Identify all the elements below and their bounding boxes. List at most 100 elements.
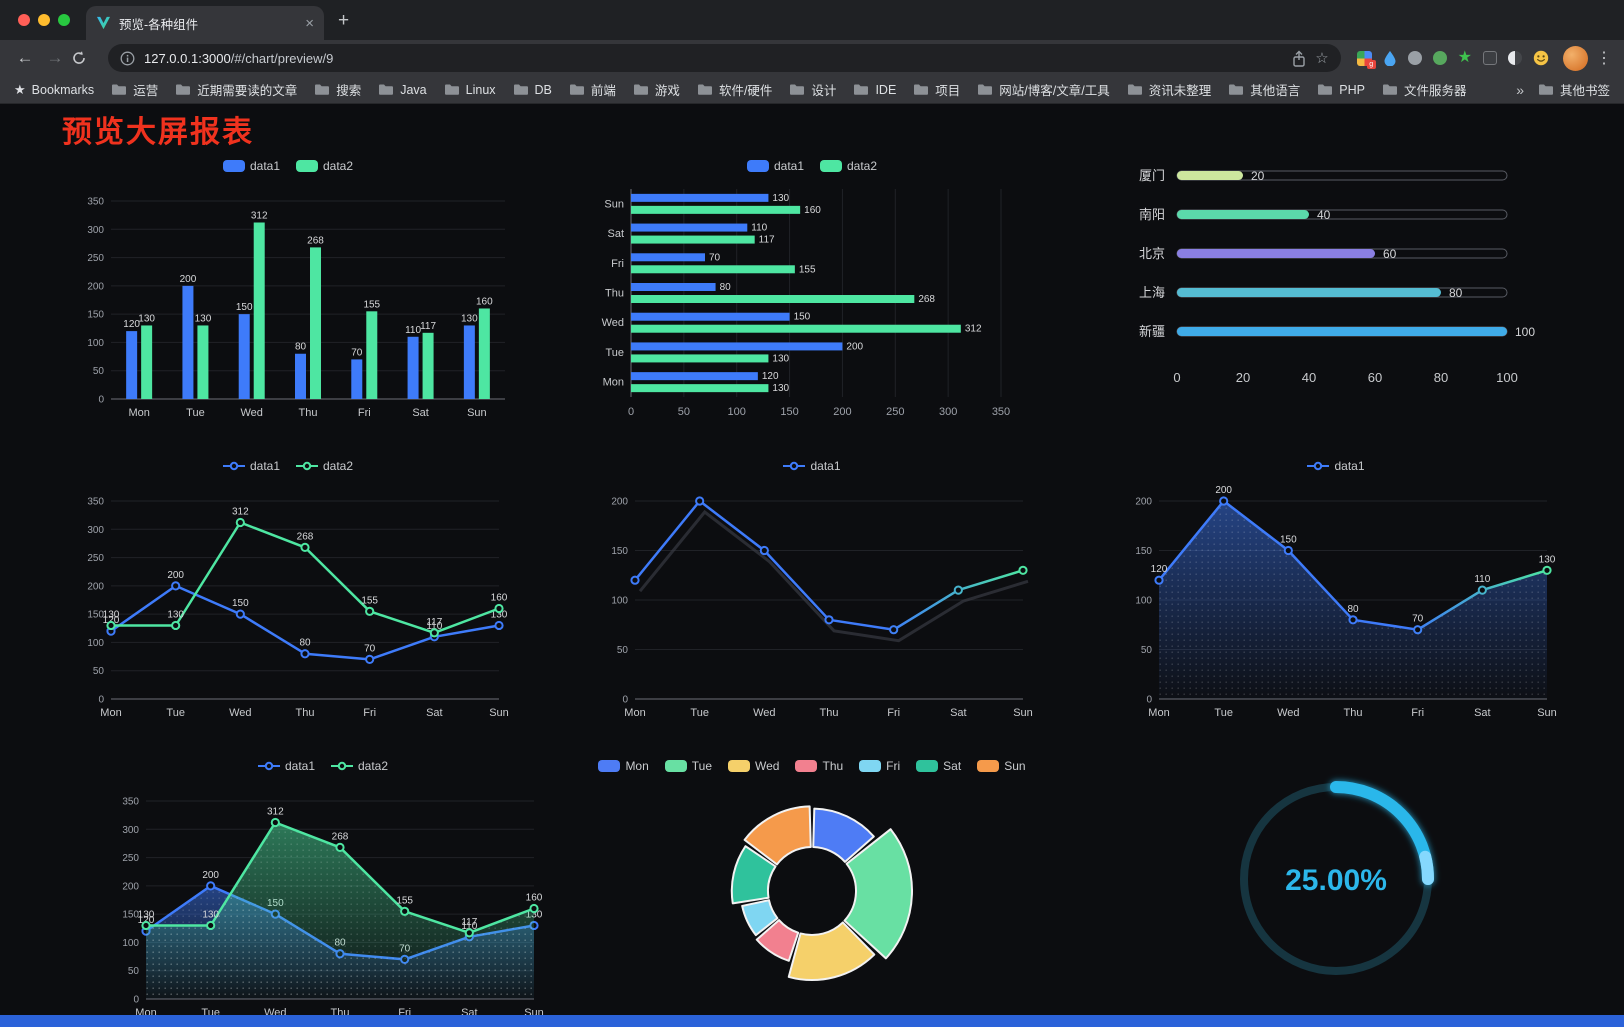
svg-text:312: 312 — [965, 324, 982, 335]
legend-item-data2[interactable]: data2 — [296, 459, 353, 473]
bookmark-folder-前端[interactable]: 前端 — [569, 80, 616, 99]
browser-tab[interactable]: 预览-各种组件 × — [86, 6, 324, 40]
legend-swatch-icon — [746, 160, 769, 172]
legend-item-Tue[interactable]: Tue — [664, 759, 712, 773]
chart-rose-pie: Mon Tue Wed Thu Fri Sat Sun — [598, 757, 1026, 1002]
bookmark-folder-网站/博客/文章/工具[interactable]: 网站/博客/文章/工具 — [977, 80, 1110, 99]
legend-label: data1 — [810, 459, 841, 473]
legend-item-data1[interactable]: data1 — [783, 459, 841, 473]
bookmarks-manager-item[interactable]: ★ Bookmarks — [14, 82, 94, 98]
legend-item-data2[interactable]: data2 — [820, 159, 877, 173]
bookmark-folder-资讯未整理[interactable]: 资讯未整理 — [1127, 80, 1211, 99]
other-bookmarks-label: 其他书签 — [1559, 84, 1610, 98]
svg-text:130: 130 — [526, 909, 543, 920]
extension-globe-icon[interactable] — [1407, 51, 1422, 65]
extension-star-icon[interactable]: ★ — [1457, 49, 1472, 66]
svg-text:200: 200 — [611, 497, 628, 508]
legend-item-Wed[interactable]: Wed — [728, 759, 779, 773]
bookmark-folder-IDE[interactable]: IDE — [853, 83, 896, 97]
legend-item-data2[interactable]: data2 — [331, 759, 388, 773]
emoji-extension-icon[interactable] — [1533, 50, 1549, 66]
legend-swatch-icon — [820, 160, 842, 172]
svg-text:100: 100 — [87, 338, 104, 349]
page-title: 预览大屏报表 — [62, 116, 254, 149]
svg-text:Sat: Sat — [412, 407, 429, 419]
chart-double-area-line: data1 data2 0 50 100 150 200 250 300 350 Mon Tue Wed… — [98, 757, 548, 1027]
profile-avatar[interactable] — [1563, 45, 1588, 71]
back-button[interactable]: ← — [16, 48, 34, 67]
browser-toolbar: ← → 127.0.0.1:3000/#/chart/preview/9 ☆ g… — [0, 40, 1624, 76]
site-info-icon[interactable] — [120, 51, 135, 66]
folder-icon — [569, 84, 584, 95]
folder-icon — [790, 84, 805, 95]
svg-text:Fri: Fri — [887, 707, 900, 719]
extension-grid-icon[interactable]: g — [1356, 50, 1376, 69]
bookmark-folder-运营[interactable]: 运营 — [111, 80, 158, 99]
legend-item-Fri[interactable]: Fri — [859, 759, 900, 773]
bookmark-folder-软件/硬件[interactable]: 软件/硬件 — [697, 80, 772, 99]
tab-close-icon[interactable]: × — [305, 14, 314, 32]
svg-text:312: 312 — [251, 210, 268, 221]
bookmark-folder-其他语言[interactable]: 其他语言 — [1228, 80, 1300, 99]
bookmark-folder-DB[interactable]: DB — [513, 83, 552, 97]
extension-green-circle-icon[interactable] — [1432, 51, 1447, 65]
close-window-button[interactable] — [18, 14, 30, 26]
legend-item-data1[interactable]: data1 — [257, 759, 315, 773]
legend-label: data2 — [847, 159, 878, 173]
other-bookmarks-item[interactable]: 其他书签 — [1538, 80, 1610, 99]
svg-text:Tue: Tue — [605, 347, 624, 359]
svg-text:Thu: Thu — [299, 407, 318, 419]
browser-menu-icon[interactable]: ⋮ — [1596, 50, 1612, 67]
window-controls — [0, 0, 86, 40]
bookmark-folder-游戏[interactable]: 游戏 — [633, 80, 680, 99]
legend-item-data1[interactable]: data1 — [222, 159, 280, 173]
legend-label: data1 — [249, 459, 280, 473]
legend-item-data2[interactable]: data2 — [296, 159, 353, 173]
legend-item-Sat[interactable]: Sat — [916, 759, 961, 773]
zoom-window-button[interactable] — [58, 14, 70, 26]
new-tab-button[interactable]: + — [338, 10, 350, 31]
bookmark-page-star-icon[interactable]: ☆ — [1315, 50, 1329, 67]
bookmark-folder-Java[interactable]: Java — [378, 83, 427, 97]
legend-label: data2 — [358, 759, 389, 773]
svg-text:0: 0 — [98, 695, 104, 706]
extensions-area: g ★ — [1349, 49, 1557, 69]
bookmark-folder-label: 近期需要读的文章 — [197, 84, 298, 98]
legend-item-data1[interactable]: data1 — [1307, 459, 1365, 473]
extension-drop-icon[interactable] — [1383, 50, 1397, 66]
bookmark-folder-搜索[interactable]: 搜索 — [314, 80, 361, 99]
address-bar[interactable]: 127.0.0.1:3000/#/chart/preview/9 ☆ — [108, 44, 1341, 72]
extensions-puzzle-icon[interactable] — [1483, 51, 1497, 65]
bookmark-folder-文件服务器[interactable]: 文件服务器 — [1382, 80, 1466, 99]
bookmark-folder-设计[interactable]: 设计 — [789, 80, 836, 99]
chart-gradient-line: data1 0 50 100 150 200 Mon Tue Wed Thu Fri Sat Sun — [587, 457, 1037, 729]
svg-text:110: 110 — [751, 223, 767, 234]
minimize-window-button[interactable] — [38, 14, 50, 26]
svg-text:130: 130 — [195, 313, 212, 324]
forward-button[interactable]: → — [46, 48, 64, 67]
legend-item-Thu[interactable]: Thu — [795, 759, 843, 773]
svg-text:150: 150 — [236, 302, 253, 313]
tab-favicon — [96, 16, 111, 30]
share-icon[interactable] — [1292, 50, 1306, 67]
legend-item-Mon[interactable]: Mon — [598, 759, 649, 773]
dark-mode-toggle-icon[interactable] — [1508, 51, 1522, 65]
bookmark-folder-Linux[interactable]: Linux — [444, 83, 496, 97]
svg-text:150: 150 — [780, 406, 798, 418]
legend-item-data1[interactable]: data1 — [222, 459, 280, 473]
svg-text:Thu: Thu — [1344, 707, 1363, 719]
bookmark-folder-项目[interactable]: 项目 — [913, 80, 960, 99]
svg-text:80: 80 — [720, 282, 732, 293]
legend-item-Sun[interactable]: Sun — [977, 759, 1026, 773]
bookmark-folder-PHP[interactable]: PHP — [1317, 83, 1365, 97]
legend-item-data1[interactable]: data1 — [746, 159, 804, 173]
legend-label: Thu — [822, 759, 844, 773]
svg-text:150: 150 — [87, 310, 104, 321]
bookmark-folder-近期需要读的文章[interactable]: 近期需要读的文章 — [175, 80, 297, 99]
chart-canvas-rose-pie — [730, 805, 913, 981]
chart-area-line: data1 0 50 100 150 200 Mon Tue Wed Thu Fri Sat Sun 12… — [1111, 457, 1561, 729]
reload-button[interactable] — [70, 50, 100, 66]
bookmark-folder-label: 设计 — [811, 84, 837, 98]
folder-icon — [176, 84, 191, 95]
bookmarks-overflow-chevron[interactable]: » — [1516, 81, 1524, 98]
